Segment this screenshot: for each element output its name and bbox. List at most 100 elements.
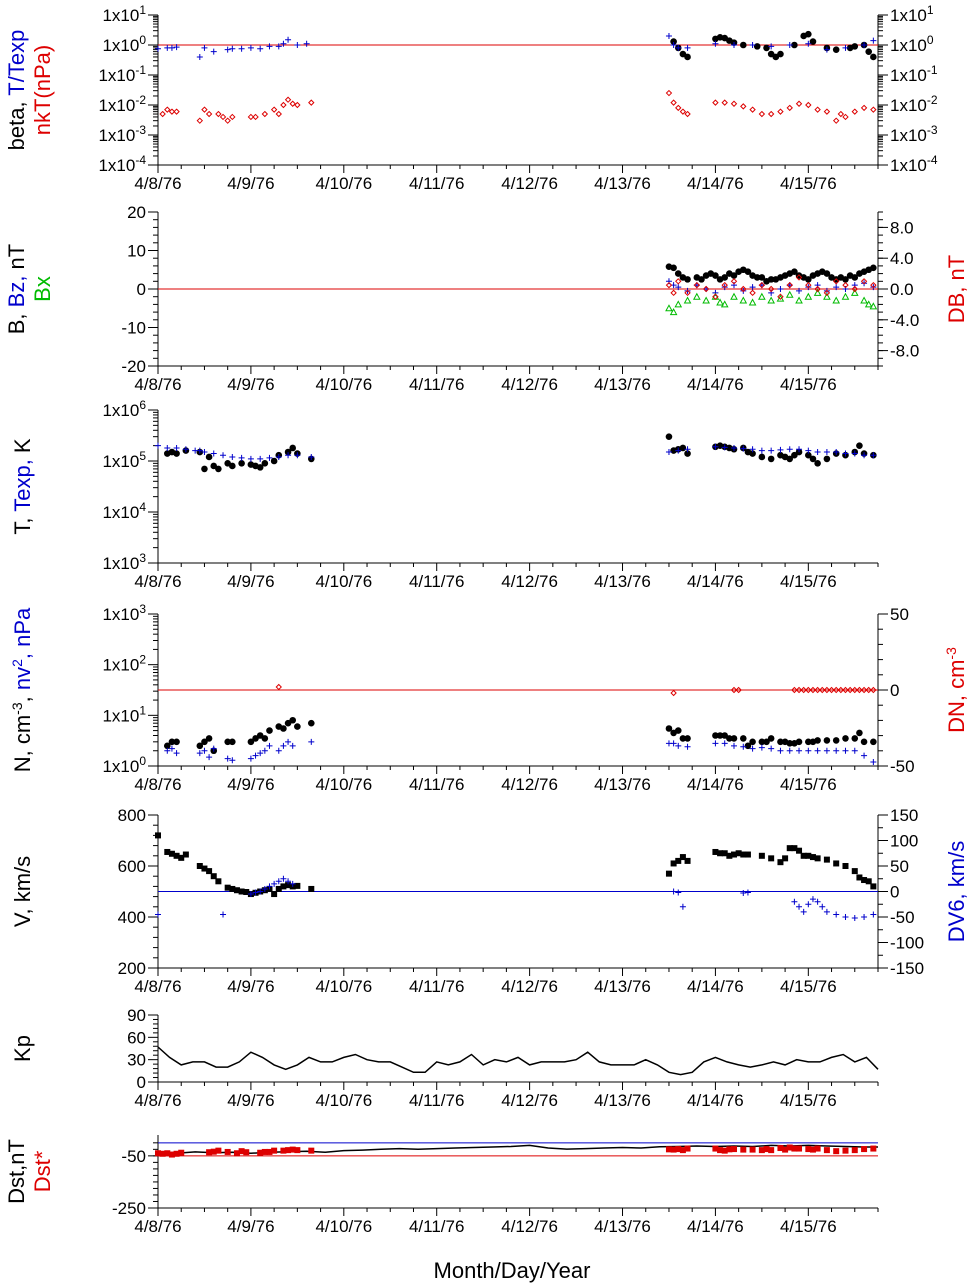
data-point bbox=[289, 716, 297, 724]
data-point bbox=[712, 40, 719, 47]
data-point bbox=[229, 462, 236, 470]
y-tick-label: 1x100 bbox=[102, 33, 146, 55]
data-point bbox=[721, 444, 728, 451]
data-point bbox=[684, 44, 691, 51]
data-point bbox=[740, 851, 747, 858]
y-axis-title-2-part: nkT(nPa) bbox=[30, 45, 55, 135]
data-point bbox=[266, 742, 273, 749]
data-point bbox=[670, 860, 677, 867]
y-axis-title-part: nv bbox=[10, 667, 35, 690]
data-point bbox=[206, 1149, 213, 1156]
data-point bbox=[813, 288, 822, 296]
data-point bbox=[224, 884, 231, 891]
y-axis-title-2: Dst* bbox=[30, 1150, 55, 1192]
data-point bbox=[155, 832, 161, 839]
data-point bbox=[767, 735, 775, 742]
y-tick-label: 20 bbox=[127, 203, 146, 222]
data-point bbox=[823, 747, 830, 754]
data-point bbox=[823, 455, 831, 463]
y-right-tick-label: -50 bbox=[890, 757, 915, 776]
data-point bbox=[674, 300, 683, 308]
data-point bbox=[740, 445, 747, 452]
data-point bbox=[795, 686, 803, 694]
data-point bbox=[712, 443, 719, 450]
data-point bbox=[870, 281, 877, 289]
data-point bbox=[243, 889, 250, 896]
data-point bbox=[758, 453, 766, 461]
data-point bbox=[860, 104, 868, 112]
data-point bbox=[763, 44, 770, 52]
y-right-tick-label: 0 bbox=[890, 681, 899, 700]
panel-temp: 4/8/76 4/9/76 4/10/76 4/11/76 4/12/76 4/13/76… bbox=[10, 398, 879, 591]
data-point bbox=[168, 745, 175, 752]
data-point bbox=[261, 1148, 268, 1155]
data-point bbox=[173, 738, 180, 746]
data-point bbox=[837, 110, 845, 118]
x-tick-label: 4/11/76 bbox=[409, 572, 464, 591]
data-point bbox=[786, 1144, 793, 1151]
data-point bbox=[201, 106, 208, 113]
data-point bbox=[271, 891, 278, 898]
y-axis-right-title-part: -3 bbox=[943, 647, 959, 660]
data-point bbox=[851, 108, 858, 115]
data-point bbox=[749, 446, 756, 453]
data-point bbox=[804, 292, 813, 300]
data-point bbox=[178, 854, 185, 861]
x-tick-label: 4/15/76 bbox=[780, 1091, 837, 1110]
data-point bbox=[155, 1150, 161, 1157]
data-point bbox=[284, 448, 292, 456]
data-point bbox=[795, 100, 803, 107]
y-right-tick-label: 100 bbox=[890, 832, 918, 851]
data-point bbox=[178, 1149, 185, 1156]
data-point bbox=[739, 735, 747, 742]
data-point bbox=[870, 758, 877, 765]
data-point bbox=[243, 1149, 250, 1156]
data-point bbox=[670, 264, 677, 272]
x-tick-label: 4/10/76 bbox=[315, 572, 372, 591]
data-point bbox=[168, 1151, 175, 1158]
data-point bbox=[833, 284, 840, 291]
data-point bbox=[842, 735, 849, 742]
data-point bbox=[842, 747, 849, 754]
data-point bbox=[768, 855, 775, 862]
data-point bbox=[861, 452, 868, 459]
data-point bbox=[749, 42, 756, 48]
data-point bbox=[758, 852, 765, 859]
x-tick-label: 4/13/76 bbox=[594, 1217, 651, 1236]
y-axis-right-title: DB, nT bbox=[944, 255, 969, 323]
data-point bbox=[856, 686, 863, 694]
data-point bbox=[730, 735, 738, 742]
data-point bbox=[233, 1150, 240, 1157]
data-point bbox=[307, 719, 315, 727]
x-tick-label: 4/11/76 bbox=[409, 775, 464, 794]
data-point bbox=[814, 737, 821, 744]
data-point bbox=[731, 42, 737, 48]
data-point bbox=[284, 96, 292, 103]
data-point bbox=[795, 274, 803, 281]
data-point bbox=[740, 1146, 747, 1153]
data-point bbox=[739, 296, 748, 304]
data-point bbox=[823, 449, 830, 456]
data-point bbox=[261, 110, 269, 118]
data-point bbox=[665, 1146, 672, 1153]
x-tick-label: 4/9/76 bbox=[227, 775, 274, 794]
y-tick-label: 1x104 bbox=[102, 500, 146, 522]
data-point bbox=[814, 449, 821, 456]
data-point bbox=[870, 264, 877, 272]
data-point bbox=[173, 444, 180, 451]
y-axis-title-part: K bbox=[10, 438, 35, 453]
y-right-tick-label: -50 bbox=[890, 908, 915, 927]
data-point bbox=[767, 455, 775, 463]
y-tick-label: 1x101 bbox=[102, 3, 146, 25]
data-point bbox=[814, 898, 821, 905]
data-point bbox=[163, 742, 171, 750]
data-point bbox=[823, 289, 831, 297]
data-point bbox=[851, 747, 858, 754]
data-point bbox=[702, 296, 710, 304]
data-point bbox=[805, 747, 812, 754]
data-point bbox=[289, 444, 297, 452]
y-axis-title-2-part: Dst* bbox=[30, 1150, 55, 1192]
x-tick-label: 4/11/76 bbox=[409, 977, 464, 996]
data-point bbox=[266, 454, 273, 461]
data-point bbox=[805, 30, 812, 38]
